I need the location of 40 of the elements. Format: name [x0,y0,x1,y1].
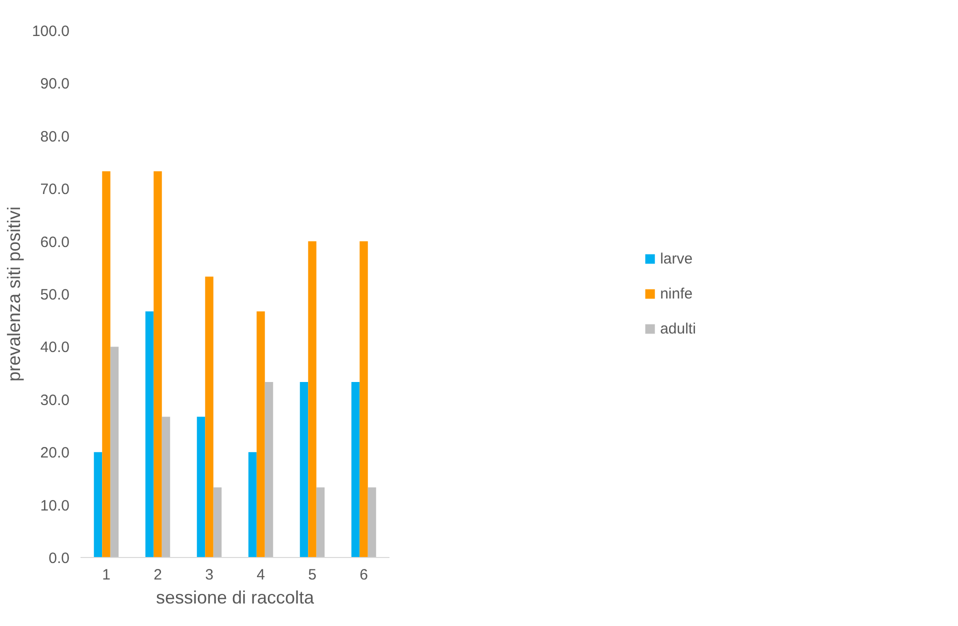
bar [351,382,360,558]
bar [248,452,257,558]
bar [308,241,316,558]
x-axis-title: sessione di raccolta [156,588,316,608]
legend-label: ninfe [660,285,693,302]
x-tick-label: 4 [256,566,265,584]
y-tick-label: 80.0 [40,128,70,146]
bar [94,452,102,558]
y-tick-label: 20.0 [40,444,70,462]
bar [154,171,162,558]
y-tick-label: 100.0 [32,23,70,40]
bar [360,241,368,558]
legend-label: larve [660,250,693,267]
bar [213,487,222,558]
y-tick-label: 40.0 [40,339,70,356]
bar [300,382,308,558]
y-tick-label: 90.0 [40,76,70,93]
bar [256,311,265,558]
bar [205,276,214,558]
y-tick-label: 70.0 [40,181,70,198]
y-tick-label: 0.0 [48,550,70,567]
y-axis-title: prevalenza siti positivi [4,206,24,382]
bar [162,416,170,558]
x-tick-label: 3 [205,566,214,584]
bar [102,171,110,558]
bar [110,346,119,558]
bar [368,487,376,558]
y-tick-label: 50.0 [40,286,70,304]
bar [145,311,154,558]
x-tick-label: 5 [308,566,316,584]
legend-label: adulti [660,320,696,337]
x-tick-label: 2 [154,566,162,584]
y-tick-label: 60.0 [40,234,70,251]
y-tick-label: 30.0 [40,392,70,409]
bar [196,416,206,558]
y-tick-label: 10.0 [40,497,70,514]
x-tick-label: 1 [102,566,110,584]
bar [316,487,325,558]
bar [264,382,274,558]
x-tick-label: 6 [360,566,368,584]
